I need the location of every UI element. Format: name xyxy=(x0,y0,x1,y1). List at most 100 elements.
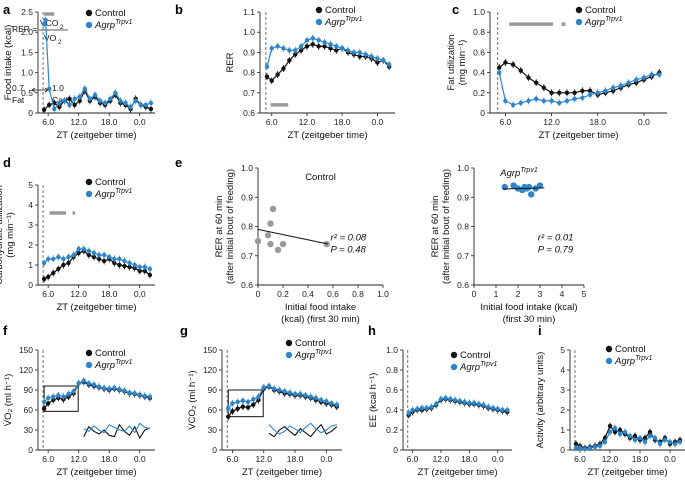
scatter-title: Control xyxy=(305,172,336,183)
y-tick-label: 30 xyxy=(208,425,218,435)
x-axis-label: ZT (zeitgeber time) xyxy=(56,467,136,478)
legend-control-marker xyxy=(605,345,613,353)
x-tick-label: 0.6 xyxy=(327,289,339,299)
series-line-Control xyxy=(575,424,681,449)
scatter-point xyxy=(274,246,282,254)
data-point xyxy=(269,78,274,83)
data-point xyxy=(132,391,137,396)
x-tick-label: 0.4 xyxy=(302,289,314,299)
data-point xyxy=(251,397,256,402)
y-tick-label: 5 xyxy=(560,345,565,355)
x-tick-label: 18.0 xyxy=(632,454,649,464)
series-line-Control xyxy=(227,385,337,418)
y-tick-label: 0.4 xyxy=(473,68,485,78)
data-point xyxy=(334,48,339,53)
data-point xyxy=(281,46,286,51)
scatter-point xyxy=(536,182,544,189)
data-point xyxy=(143,102,149,108)
data-point xyxy=(76,246,81,252)
scatter-point xyxy=(254,237,262,245)
scatter-point xyxy=(269,205,277,213)
y-tick-label: 1.0 xyxy=(241,163,253,173)
x-tick-label: 6.0 xyxy=(42,454,54,464)
x-tick-label: 1.0 xyxy=(377,289,389,299)
data-point xyxy=(46,102,52,108)
legend-control-label: Control xyxy=(95,8,126,19)
data-point xyxy=(67,96,72,102)
data-point xyxy=(264,64,270,69)
data-point xyxy=(86,381,92,386)
data-point xyxy=(66,254,71,260)
data-point xyxy=(369,54,374,59)
y-tick-label: 0.7 xyxy=(457,251,469,261)
carb-value: 1.0 xyxy=(52,83,64,93)
y-tick-label: 0 xyxy=(28,445,33,455)
y-tick-label: 0.7 xyxy=(241,251,253,261)
legend-agrp-label: AgrpTrpv1 xyxy=(94,188,133,200)
data-point xyxy=(481,402,486,408)
y-axis-label: RER xyxy=(225,52,236,72)
data-point xyxy=(433,401,439,407)
data-point xyxy=(612,429,618,435)
scatter-title-sup: Trpv1 xyxy=(520,167,537,174)
data-point xyxy=(81,378,86,383)
data-point xyxy=(649,72,654,77)
legend-agrp-marker xyxy=(85,21,93,29)
y-axis-label: RER at 60 min xyxy=(430,196,441,258)
series-line-Control xyxy=(43,250,151,280)
y-tick-label: 0.6 xyxy=(473,47,485,57)
data-point xyxy=(526,98,531,104)
data-point xyxy=(117,262,122,268)
y-axis-label-2: (mg min⁻¹) xyxy=(5,212,16,258)
data-point xyxy=(541,98,547,104)
data-point xyxy=(443,395,448,401)
y-axis-label-2: (after initial bout of feeding) xyxy=(441,169,452,284)
data-point xyxy=(462,399,467,405)
data-point xyxy=(108,96,113,102)
panel-label-a: a xyxy=(3,2,11,17)
y-tick-label: 0.8 xyxy=(473,27,485,37)
panel-b: b 0.6 0.7 0.8 0.9 1.0 1.1 6.0 12.0 18.0 0.0 RER ZT (… xyxy=(175,2,395,141)
data-point xyxy=(45,274,51,280)
data-point xyxy=(235,406,240,411)
y-tick-label: 1.0 xyxy=(473,7,485,17)
x-tick-label: 0.0 xyxy=(664,454,676,464)
y-tick-label: 60 xyxy=(208,405,218,415)
data-point xyxy=(96,384,102,389)
y-tick-label: 1.1 xyxy=(243,7,255,17)
data-point xyxy=(107,386,112,391)
data-point xyxy=(96,256,102,262)
data-point xyxy=(626,80,631,85)
data-point xyxy=(572,90,577,96)
y-tick-label: 0.9 xyxy=(241,192,253,202)
data-point xyxy=(293,52,298,57)
data-point xyxy=(318,397,324,403)
data-point xyxy=(298,391,303,397)
data-point xyxy=(642,439,648,445)
data-point xyxy=(316,44,321,49)
y-axis-label: EE (kcal h⁻¹) xyxy=(368,373,379,428)
data-point xyxy=(500,407,505,413)
panel-label-c: c xyxy=(452,2,459,17)
series-line-Control-zoom xyxy=(83,423,151,440)
data-point xyxy=(573,445,579,451)
data-point xyxy=(41,21,47,27)
x-tick-label: 6.0 xyxy=(574,454,586,464)
x-tick-label: 0.0 xyxy=(492,454,504,464)
data-point xyxy=(298,48,304,53)
data-point xyxy=(86,252,92,258)
data-point xyxy=(56,393,61,398)
data-point xyxy=(587,92,593,98)
data-point xyxy=(112,260,117,266)
y-tick-label: 3 xyxy=(560,385,565,395)
stat-p: P = 0.48 xyxy=(331,245,367,256)
data-point xyxy=(133,98,138,104)
data-point xyxy=(424,405,429,411)
data-point xyxy=(557,100,562,106)
data-point xyxy=(45,395,51,401)
data-point xyxy=(112,256,117,262)
data-point xyxy=(467,400,472,406)
data-point xyxy=(123,100,128,106)
legend-control-label: Control xyxy=(95,177,126,188)
data-point xyxy=(81,246,86,252)
